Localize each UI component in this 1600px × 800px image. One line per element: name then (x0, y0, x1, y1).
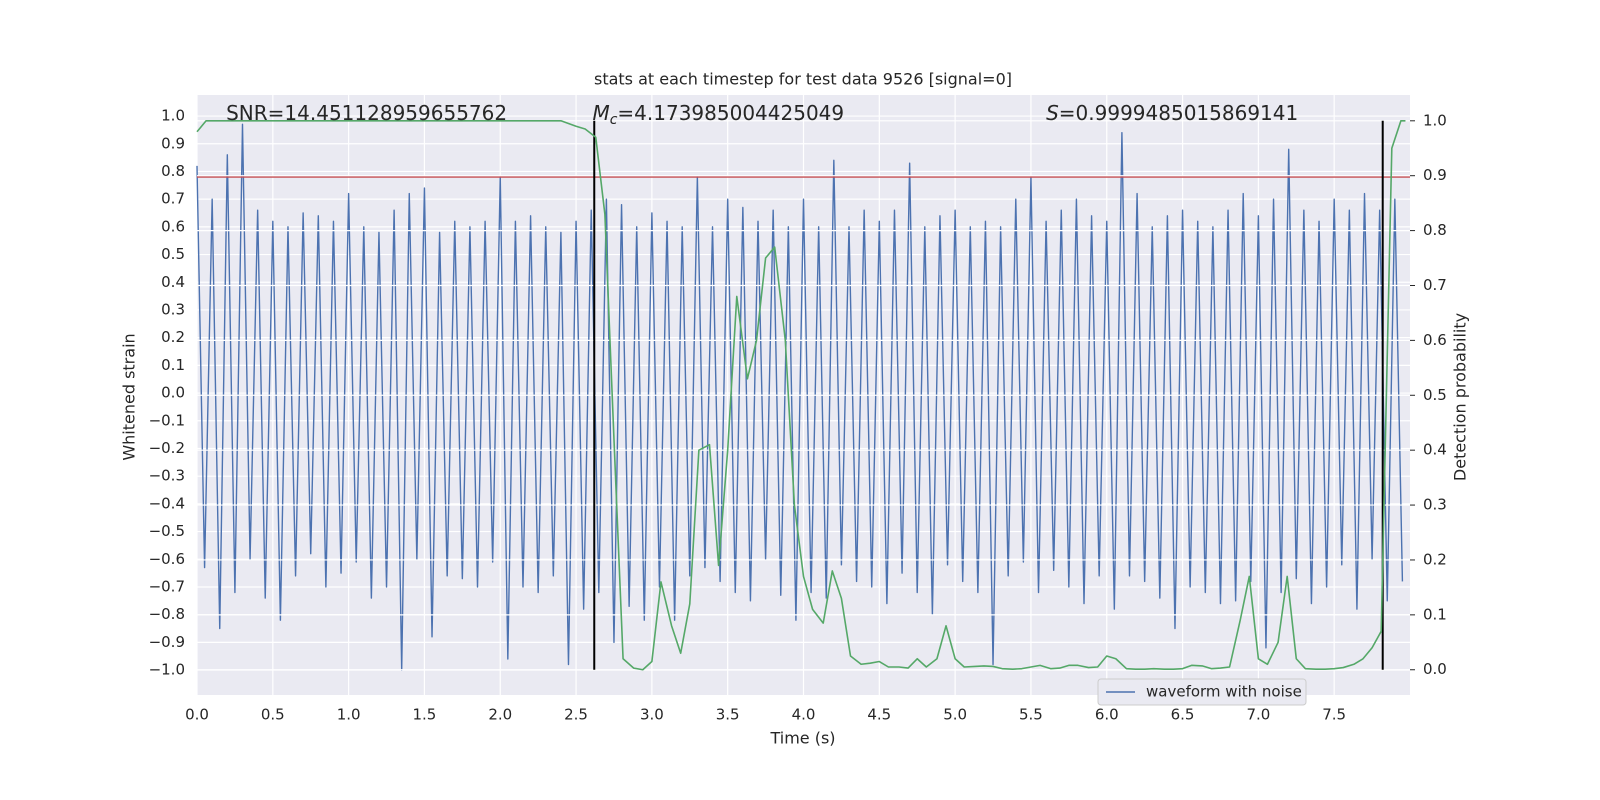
y-tick-label: 0.9 (161, 134, 185, 152)
legend-box (1097, 678, 1307, 706)
x-tick-label: 6.5 (1171, 706, 1195, 724)
annotation-symbol: M (592, 101, 609, 125)
y-tick-label: 1.0 (161, 107, 185, 125)
y-tick-label: 0.5 (161, 245, 185, 263)
waveform-line (196, 123, 1404, 671)
chart-title: stats at each timestep for test data 952… (594, 70, 1012, 89)
y2-tick-label: 0.2 (1423, 550, 1447, 568)
annotation-text: SNR=14.451128959655762 (226, 101, 507, 125)
y-tick-label: −0.1 (149, 411, 185, 429)
y-tick-label: 0.4 (161, 273, 185, 291)
y2-axis-label: Detection probability (1451, 313, 1470, 481)
y-axis-label: Whitened strain (120, 333, 139, 460)
y-tick-label: −0.8 (149, 605, 185, 623)
y2-tick-label: 0.9 (1423, 166, 1447, 184)
x-axis-label: Time (s) (769, 729, 835, 748)
annotation: Mc=4.173985004425049 (592, 101, 844, 129)
y-tick-label: −0.9 (149, 633, 185, 651)
y2-tick-label: 0.1 (1423, 605, 1447, 623)
y2-tick-label: 0.0 (1423, 660, 1447, 678)
x-tick-label: 6.0 (1095, 706, 1119, 724)
y2-tick-label: 0.5 (1423, 386, 1447, 404)
y2-tick-label: 0.7 (1423, 276, 1447, 294)
x-tick-label: 4.0 (792, 706, 816, 724)
y-tick-label: −0.3 (149, 467, 185, 485)
x-tick-label: 7.5 (1322, 706, 1346, 724)
y2-tick-label: 1.0 (1423, 111, 1447, 129)
y2-tick-label: 0.8 (1423, 221, 1447, 239)
x-tick-label: 3.0 (640, 706, 664, 724)
x-tick-label: 0.5 (261, 706, 285, 724)
x-tick-label: 0.0 (185, 706, 209, 724)
y2-tick-label: 0.4 (1423, 441, 1447, 459)
y-tick-label: 0.1 (161, 356, 185, 374)
annotation-symbol: S (1046, 101, 1059, 125)
y2-tick-label: 0.3 (1423, 496, 1447, 514)
y-tick-label: −0.6 (149, 550, 185, 568)
y-tick-label: 0.8 (161, 162, 185, 180)
x-tick-label: 4.5 (867, 706, 891, 724)
x-tick-label: 1.5 (413, 706, 437, 724)
x-tick-label: 2.5 (564, 706, 588, 724)
y-tick-label: 0.2 (161, 328, 185, 346)
y-tick-label: −0.5 (149, 522, 185, 540)
y-tick-label: 0.3 (161, 300, 185, 318)
y-tick-label: 0.6 (161, 217, 185, 235)
x-tick-label: 3.5 (716, 706, 740, 724)
y-tick-label: −0.4 (149, 494, 185, 512)
x-tick-label: 5.5 (1019, 706, 1043, 724)
y-tick-label: −0.2 (149, 439, 185, 457)
x-tick-label: 1.0 (337, 706, 361, 724)
x-tick-label: 2.0 (488, 706, 512, 724)
annotation-text: =0.9999485015869141 (1059, 101, 1298, 125)
y-tick-label: −1.0 (149, 661, 185, 679)
y2-tick-label: 0.6 (1423, 331, 1447, 349)
probability-line (196, 120, 1406, 671)
y-tick-label: −0.7 (149, 577, 185, 595)
y-tick-label: 0.0 (161, 384, 185, 402)
legend: waveform with noise (1097, 678, 1307, 706)
legend-label: waveform with noise (1146, 683, 1302, 701)
annotation: SNR=14.451128959655762 (226, 101, 507, 125)
x-tick-label: 5.0 (943, 706, 967, 724)
y-tick-label: 0.7 (161, 190, 185, 208)
annotation: S=0.9999485015869141 (1046, 101, 1298, 125)
x-tick-label: 7.0 (1246, 706, 1270, 724)
annotation-text: =4.173985004425049 (617, 101, 844, 125)
annotation-subscript: c (610, 112, 618, 128)
